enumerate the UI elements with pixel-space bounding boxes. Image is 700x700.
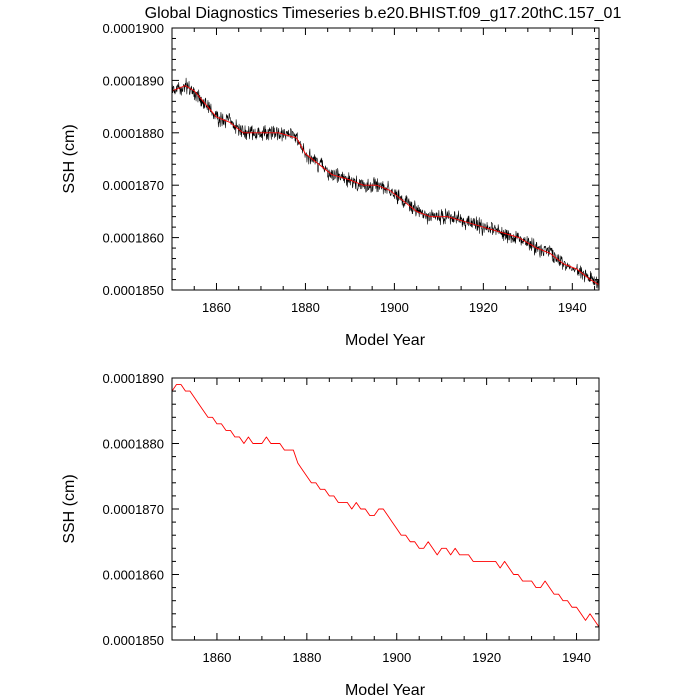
ticks-layer: 1860 1880 1900 1920 1940 0.0001850 0.0001860 0.… [103, 371, 600, 665]
x-axis-title: Model Year [345, 332, 426, 349]
x-tick-label: 1940 [558, 300, 587, 315]
x-tick-label: 1880 [291, 300, 320, 315]
ticks-layer: 1860 1880 1900 1920 1940 0.0001850 0.0001860 0.… [103, 21, 599, 315]
y-tick-label: 0.0001870 [103, 178, 164, 193]
y-tick-label: 0.0001860 [103, 231, 164, 246]
y-tick-label: 0.0001880 [103, 437, 164, 452]
x-tick-label: 1920 [472, 650, 501, 665]
main-title: Global Diagnostics Timeseries b.e20.BHIS… [145, 5, 622, 22]
y-tick-label: 0.0001850 [103, 283, 164, 298]
y-tick-label: 0.0001890 [103, 371, 164, 386]
x-tick-label: 1900 [380, 300, 409, 315]
series-line-smooth [171, 384, 600, 628]
x-tick-label: 1900 [382, 650, 411, 665]
y-tick-label: 0.0001860 [103, 568, 164, 583]
y-tick-label: 0.0001850 [103, 633, 164, 648]
series-layer [171, 77, 600, 289]
series-layer [171, 384, 600, 628]
x-tick-label: 1880 [292, 650, 321, 665]
x-tick-label: 1860 [202, 650, 231, 665]
plot-frame [171, 27, 600, 291]
y-tick-label: 0.0001870 [103, 502, 164, 517]
y-tick-label: 0.0001880 [103, 126, 164, 141]
x-tick-label: 1920 [469, 300, 498, 315]
x-tick-label: 1940 [562, 650, 591, 665]
timeseries-plot-annual: 1860 1880 1900 1920 1940 0.0001850 0.0001860 0.… [61, 371, 600, 699]
x-tick-label: 1860 [202, 300, 231, 315]
y-tick-label: 0.0001890 [103, 73, 164, 88]
y-tick-label: 0.0001900 [103, 21, 164, 36]
series-line-raw [171, 77, 600, 289]
plot-frame [171, 377, 600, 641]
series-line-smooth [171, 85, 600, 286]
y-axis-title: SSH (cm) [61, 474, 78, 543]
timeseries-plot-monthly: 1860 1880 1900 1920 1940 0.0001850 0.0001860 0.… [61, 21, 600, 349]
y-axis-title: SSH (cm) [61, 124, 78, 193]
x-axis-title: Model Year [345, 682, 426, 699]
